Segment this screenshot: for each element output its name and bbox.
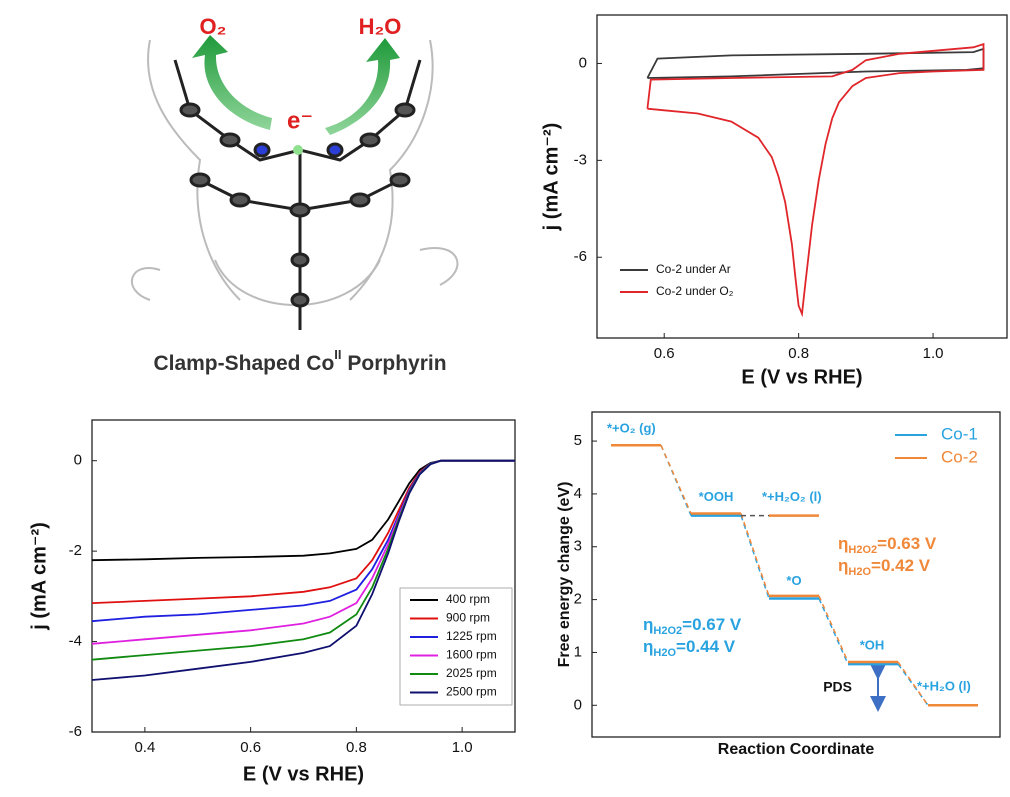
- caption-sup: II: [334, 347, 341, 362]
- y-axis-label: Free energy change (eV): [556, 482, 573, 668]
- annotation-sub: H2O: [653, 647, 676, 659]
- annotation-symbol: η: [838, 556, 848, 575]
- y-axis-label: j (mA cm⁻²): [28, 522, 50, 631]
- x-tick-label: 0.8: [346, 739, 367, 756]
- plot-frame: [591, 411, 1001, 738]
- y-tick-label: 1: [574, 643, 582, 660]
- electron-label: e⁻: [287, 107, 313, 134]
- pds-label: PDS: [823, 679, 852, 695]
- series-line: [91, 459, 515, 604]
- series-line: [91, 459, 515, 562]
- step-label: *OH: [860, 638, 885, 653]
- step-label: *+H₂O (l): [917, 679, 971, 694]
- series-line: [646, 47, 985, 79]
- y-tick-label: -4: [69, 633, 82, 650]
- step-label: *+O₂ (g): [607, 421, 656, 436]
- y-tick-label: 5: [574, 432, 582, 449]
- x-tick-label: 0.6: [240, 739, 261, 756]
- annotation-sub: H2O: [848, 566, 871, 578]
- y-tick-label: -6: [574, 248, 587, 265]
- annotation-text: =0.63 V: [877, 534, 937, 553]
- plot-frame: [91, 419, 516, 733]
- step-label: *OOH: [699, 489, 734, 504]
- annotation-text: =0.44 V: [676, 637, 736, 656]
- caption: Clamp-Shaped CoII Porphyrin: [153, 347, 446, 374]
- x-tick-label: 1.0: [923, 345, 944, 362]
- annotation-symbol: η: [643, 615, 653, 634]
- y-axis-label: j (mA cm⁻²): [540, 123, 562, 232]
- y-tick-label: -6: [69, 723, 82, 740]
- y-tick-label: 0: [579, 54, 587, 71]
- x-tick-label: 0.8: [788, 345, 809, 362]
- arrow-in: [192, 35, 272, 130]
- molecule: [173, 59, 422, 330]
- arrow-out: [325, 38, 400, 135]
- x-tick-label: 1.0: [452, 739, 473, 756]
- legend-label: Co-2 under Ar: [656, 262, 731, 276]
- x-axis-label: E (V vs RHE): [741, 366, 862, 388]
- x-axis-label: E (V vs RHE): [243, 763, 364, 785]
- connector: [740, 515, 770, 599]
- connector: [740, 513, 770, 597]
- legend-label: 1225 rpm: [446, 629, 497, 643]
- step-label: *O: [786, 573, 801, 588]
- series-line: [91, 459, 515, 681]
- series-line: [646, 42, 985, 318]
- caption-text: Porphyrin: [342, 352, 447, 375]
- annotation: ηH2O=0.44 V: [643, 637, 736, 658]
- legend-label: 900 rpm: [446, 611, 490, 625]
- annotation-symbol: η: [838, 534, 848, 553]
- o2-label: O₂: [200, 14, 227, 39]
- x-axis-label: Reaction Coordinate: [718, 741, 875, 758]
- caption-text: Clamp-Shaped Co: [153, 352, 334, 375]
- connector: [818, 598, 849, 665]
- y-tick-label: -3: [574, 151, 587, 168]
- legend-label: 1600 rpm: [446, 648, 497, 662]
- y-tick-label: 4: [574, 485, 582, 502]
- plot-frame: [596, 14, 1008, 339]
- annotation-text: =0.42 V: [871, 556, 931, 575]
- y-tick-label: 3: [574, 538, 582, 555]
- annotation: ηH2O2=0.67 V: [643, 615, 742, 636]
- connector: [818, 595, 849, 663]
- annotation: ηH2O=0.42 V: [838, 556, 931, 577]
- x-tick-label: 0.6: [654, 345, 675, 362]
- legend-label: Co-2 under O₂: [656, 284, 734, 298]
- y-tick-label: 2: [574, 591, 582, 608]
- legend-label: 400 rpm: [446, 592, 490, 606]
- y-tick-label: 0: [74, 452, 82, 469]
- h2o-label: H₂O: [359, 14, 402, 39]
- y-tick-label: -2: [69, 542, 82, 559]
- legend-label: Co-1: [941, 424, 978, 443]
- x-tick-label: 0.4: [134, 739, 155, 756]
- y-tick-label: 0: [574, 696, 582, 713]
- legend-box: [399, 587, 513, 706]
- annotation-text: =0.67 V: [682, 615, 742, 634]
- annotation-sub: H2O2: [848, 544, 877, 556]
- connector: [660, 444, 692, 514]
- annotation-sub: H2O2: [653, 625, 682, 637]
- legend-label: 2500 rpm: [446, 685, 497, 699]
- legend-label: Co-2: [941, 447, 978, 466]
- annotation: ηH2O2=0.63 V: [838, 534, 937, 555]
- legend-label: 2025 rpm: [446, 666, 497, 680]
- branch-label: *+H₂O₂ (l): [762, 489, 822, 504]
- illustration: O₂ H₂O e⁻ Clamp-Shaped CoII Porphyrin: [130, 14, 459, 375]
- annotation-symbol: η: [643, 637, 653, 656]
